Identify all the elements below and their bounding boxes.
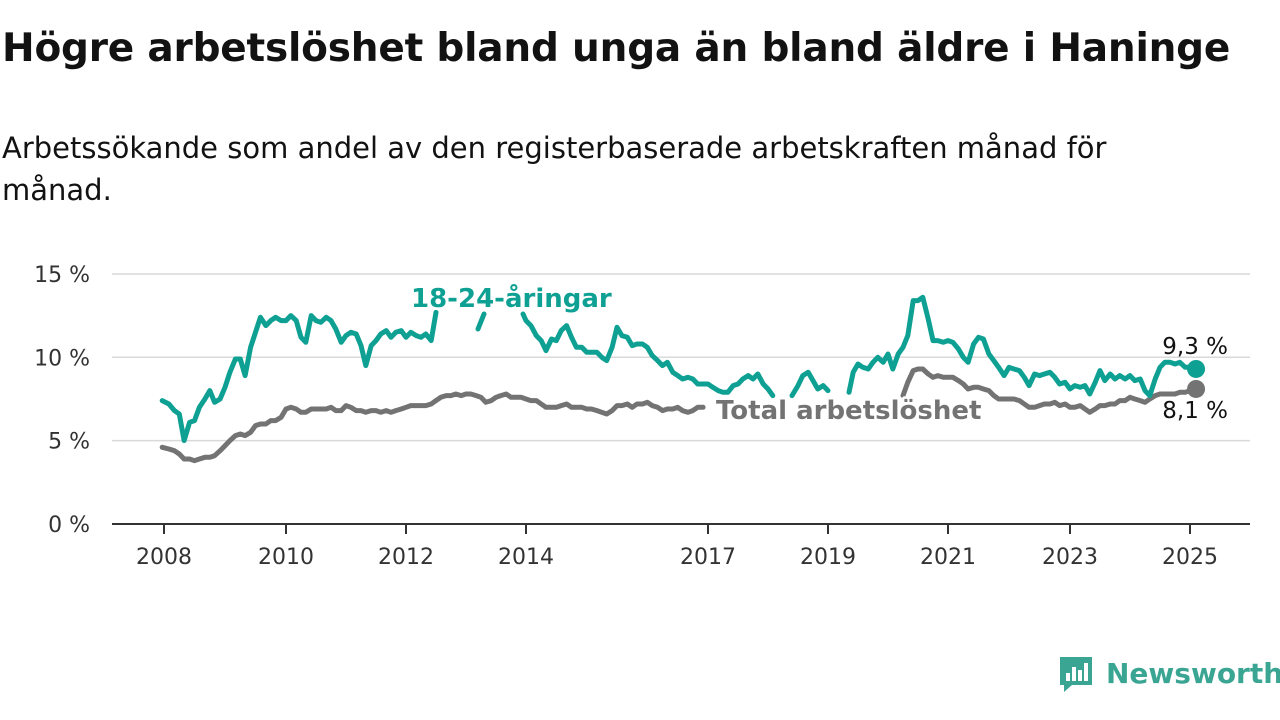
x-tick-label: 2025 bbox=[1162, 545, 1218, 570]
y-tick-label: 15 % bbox=[34, 263, 90, 288]
end-point-total bbox=[1187, 379, 1206, 398]
newsworthy-logo-icon bbox=[1060, 657, 1092, 692]
series-line-total bbox=[159, 391, 706, 464]
end-label-18-24: 9,3 % bbox=[1162, 334, 1228, 360]
y-tick-label: 10 % bbox=[34, 346, 90, 371]
x-tick-label: 2010 bbox=[258, 545, 314, 570]
gridlines bbox=[112, 273, 1250, 525]
x-tick-label: 2012 bbox=[378, 545, 434, 570]
series-line-total-2 bbox=[900, 366, 1199, 415]
x-tick-label: 2014 bbox=[498, 545, 554, 570]
chart-subtitle: Arbetssökande som andel av den registerb… bbox=[2, 131, 1107, 207]
x-tick-label: 2023 bbox=[1042, 545, 1098, 570]
newsworthy-logo: Newsworthy bbox=[1058, 652, 1280, 694]
series-line-18-24 bbox=[159, 294, 1199, 444]
chart-title: Högre arbetslöshet bland unga än bland ä… bbox=[2, 26, 1231, 71]
x-tick-label: 2017 bbox=[680, 545, 736, 570]
newsworthy-wordmark: Newsworthy bbox=[1106, 656, 1280, 690]
x-tick-label: 2008 bbox=[136, 545, 192, 570]
series-label-18-24: 18-24-åringar bbox=[411, 282, 612, 314]
end-point-18-24 bbox=[1187, 359, 1206, 378]
x-tick-label: 2019 bbox=[800, 545, 856, 570]
y-tick-label: 5 % bbox=[48, 430, 90, 455]
x-axis: 2008 2010 2012 2014 2017 2019 2021 2023 2025 bbox=[136, 524, 1218, 570]
series-lines bbox=[159, 294, 1199, 464]
end-label-total: 8,1 % bbox=[1162, 398, 1228, 424]
y-axis-labels: 0 % 5 % 10 % 15 % bbox=[34, 263, 90, 538]
series-label-total: Total arbetslöshet bbox=[716, 396, 981, 426]
x-tick-label: 2021 bbox=[920, 545, 976, 570]
y-tick-label: 0 % bbox=[48, 513, 90, 538]
